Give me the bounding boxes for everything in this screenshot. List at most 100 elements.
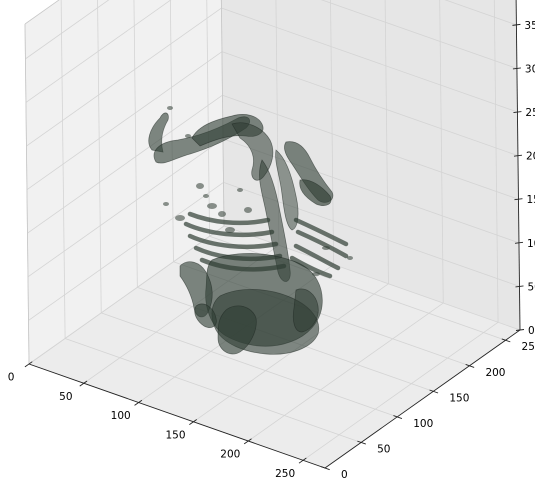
surface-fragment (218, 211, 226, 217)
z-tick-label: 250 (525, 107, 535, 119)
rib-curve (187, 211, 271, 226)
surface-fragment (312, 272, 320, 276)
y-tick-label: 200 (485, 367, 505, 379)
grid-line-y-left (60, 0, 66, 339)
grid-line-z-back (221, 51, 519, 157)
grid-line-y-floor (64, 338, 362, 443)
z-tick-label: 0 (528, 325, 535, 337)
surface-patch (191, 114, 264, 147)
tick-labels: 0 50 100 150 200 250 0 50 100 150 200 250 0 50 100 150 2… (8, 20, 535, 481)
surface-fragment (237, 188, 243, 192)
rib-curve (183, 221, 275, 238)
grid-line-z-left (25, 0, 110, 60)
y-tick-label: 50 (377, 443, 390, 455)
grid-line-z-left (27, 94, 223, 234)
z-tick (513, 111, 522, 113)
x-tick (79, 380, 88, 387)
z-tick (512, 23, 521, 26)
x-tick (298, 457, 307, 464)
surface-fragment (196, 183, 204, 189)
x-tick-label: 100 (111, 410, 131, 422)
surface-fragment (167, 106, 173, 110)
surface-patch (148, 112, 169, 153)
pane-edge (24, 0, 60, 25)
surface-patch (275, 149, 299, 231)
x-tick-label: 250 (275, 468, 295, 480)
z-axis-line (515, 0, 521, 331)
pane-edge (24, 23, 30, 365)
surface-fragment (225, 227, 235, 233)
z-tick-label: 200 (526, 151, 535, 163)
grid-line-z-back (320, 0, 518, 69)
x-tick (134, 399, 143, 406)
grid-line-x-back (275, 0, 280, 246)
grid-line-y-left (206, 0, 210, 237)
surface-fragment (244, 207, 252, 213)
grid-line-y-left (97, 0, 102, 313)
grid-line-x-back (384, 0, 389, 284)
y-tick (429, 389, 439, 394)
x-tick (24, 361, 33, 368)
x-tick-label: 0 (8, 372, 15, 384)
y-tick (357, 440, 366, 445)
surface-patch (194, 303, 217, 328)
z-tick (513, 154, 523, 157)
pane-edge (220, 0, 225, 227)
surface-patch (217, 305, 257, 355)
surface-fragment (322, 246, 330, 250)
x-tick-label: 50 (59, 391, 72, 403)
y-tick-label: 150 (449, 392, 469, 404)
z-tick-label: 50 (527, 281, 535, 293)
z-tick (512, 67, 521, 70)
grid-line-z-left (27, 138, 224, 278)
rib-curve (187, 233, 279, 250)
grid-line-z-left (25, 0, 172, 103)
y-tick (393, 415, 403, 419)
grid-line-z-left (28, 182, 224, 321)
tick-marks (24, 23, 525, 471)
axis-lines (24, 0, 521, 469)
x-tick-label: 200 (220, 449, 240, 461)
surface-fragment (207, 203, 217, 209)
surface-mesh (148, 106, 353, 355)
grid-line-y-left (133, 0, 138, 288)
z-tick (514, 241, 524, 244)
grid-line-y-left (169, 0, 174, 262)
grid-line-z-left (28, 225, 225, 365)
z-tick-label: 350 (524, 20, 535, 32)
left-pane (25, 0, 224, 364)
y-tick (501, 338, 511, 343)
surface-fragment (203, 194, 209, 198)
z-tick-label: 300 (525, 63, 535, 75)
grid-line-z-back (222, 94, 519, 200)
grid-line-z-left (26, 51, 223, 190)
z-tick-label: 150 (526, 194, 535, 206)
grid-line-z-left (26, 7, 222, 147)
grid-line-z-back (444, 0, 517, 26)
rib-curve (293, 243, 341, 271)
rib-curve (295, 229, 349, 259)
y-tick-label: 250 (522, 341, 535, 353)
y-tick-label: 100 (413, 418, 433, 430)
grid-line-x-back (439, 0, 444, 304)
y-tick (321, 466, 330, 471)
grid-line-x-floor (248, 302, 444, 442)
surface-patch (292, 288, 319, 333)
grid-line-y-floor (101, 312, 398, 418)
x-tick (189, 419, 197, 426)
rib-curve (293, 217, 349, 247)
grid-line-z-back (221, 7, 518, 113)
surface-fragment (347, 256, 353, 260)
surface-fragment (175, 215, 185, 221)
grid-line-x-back (493, 0, 499, 323)
x-axis-line (28, 363, 326, 469)
z-tick-label: 100 (527, 238, 535, 250)
y-axis-line (324, 329, 521, 469)
grid-line-x-floor (302, 321, 499, 461)
grid-line-x-floor (193, 283, 389, 423)
surface-fragment (163, 202, 169, 206)
surface-fragment (185, 134, 191, 138)
z-tick (515, 329, 525, 331)
y-tick-label: 0 (341, 469, 348, 481)
